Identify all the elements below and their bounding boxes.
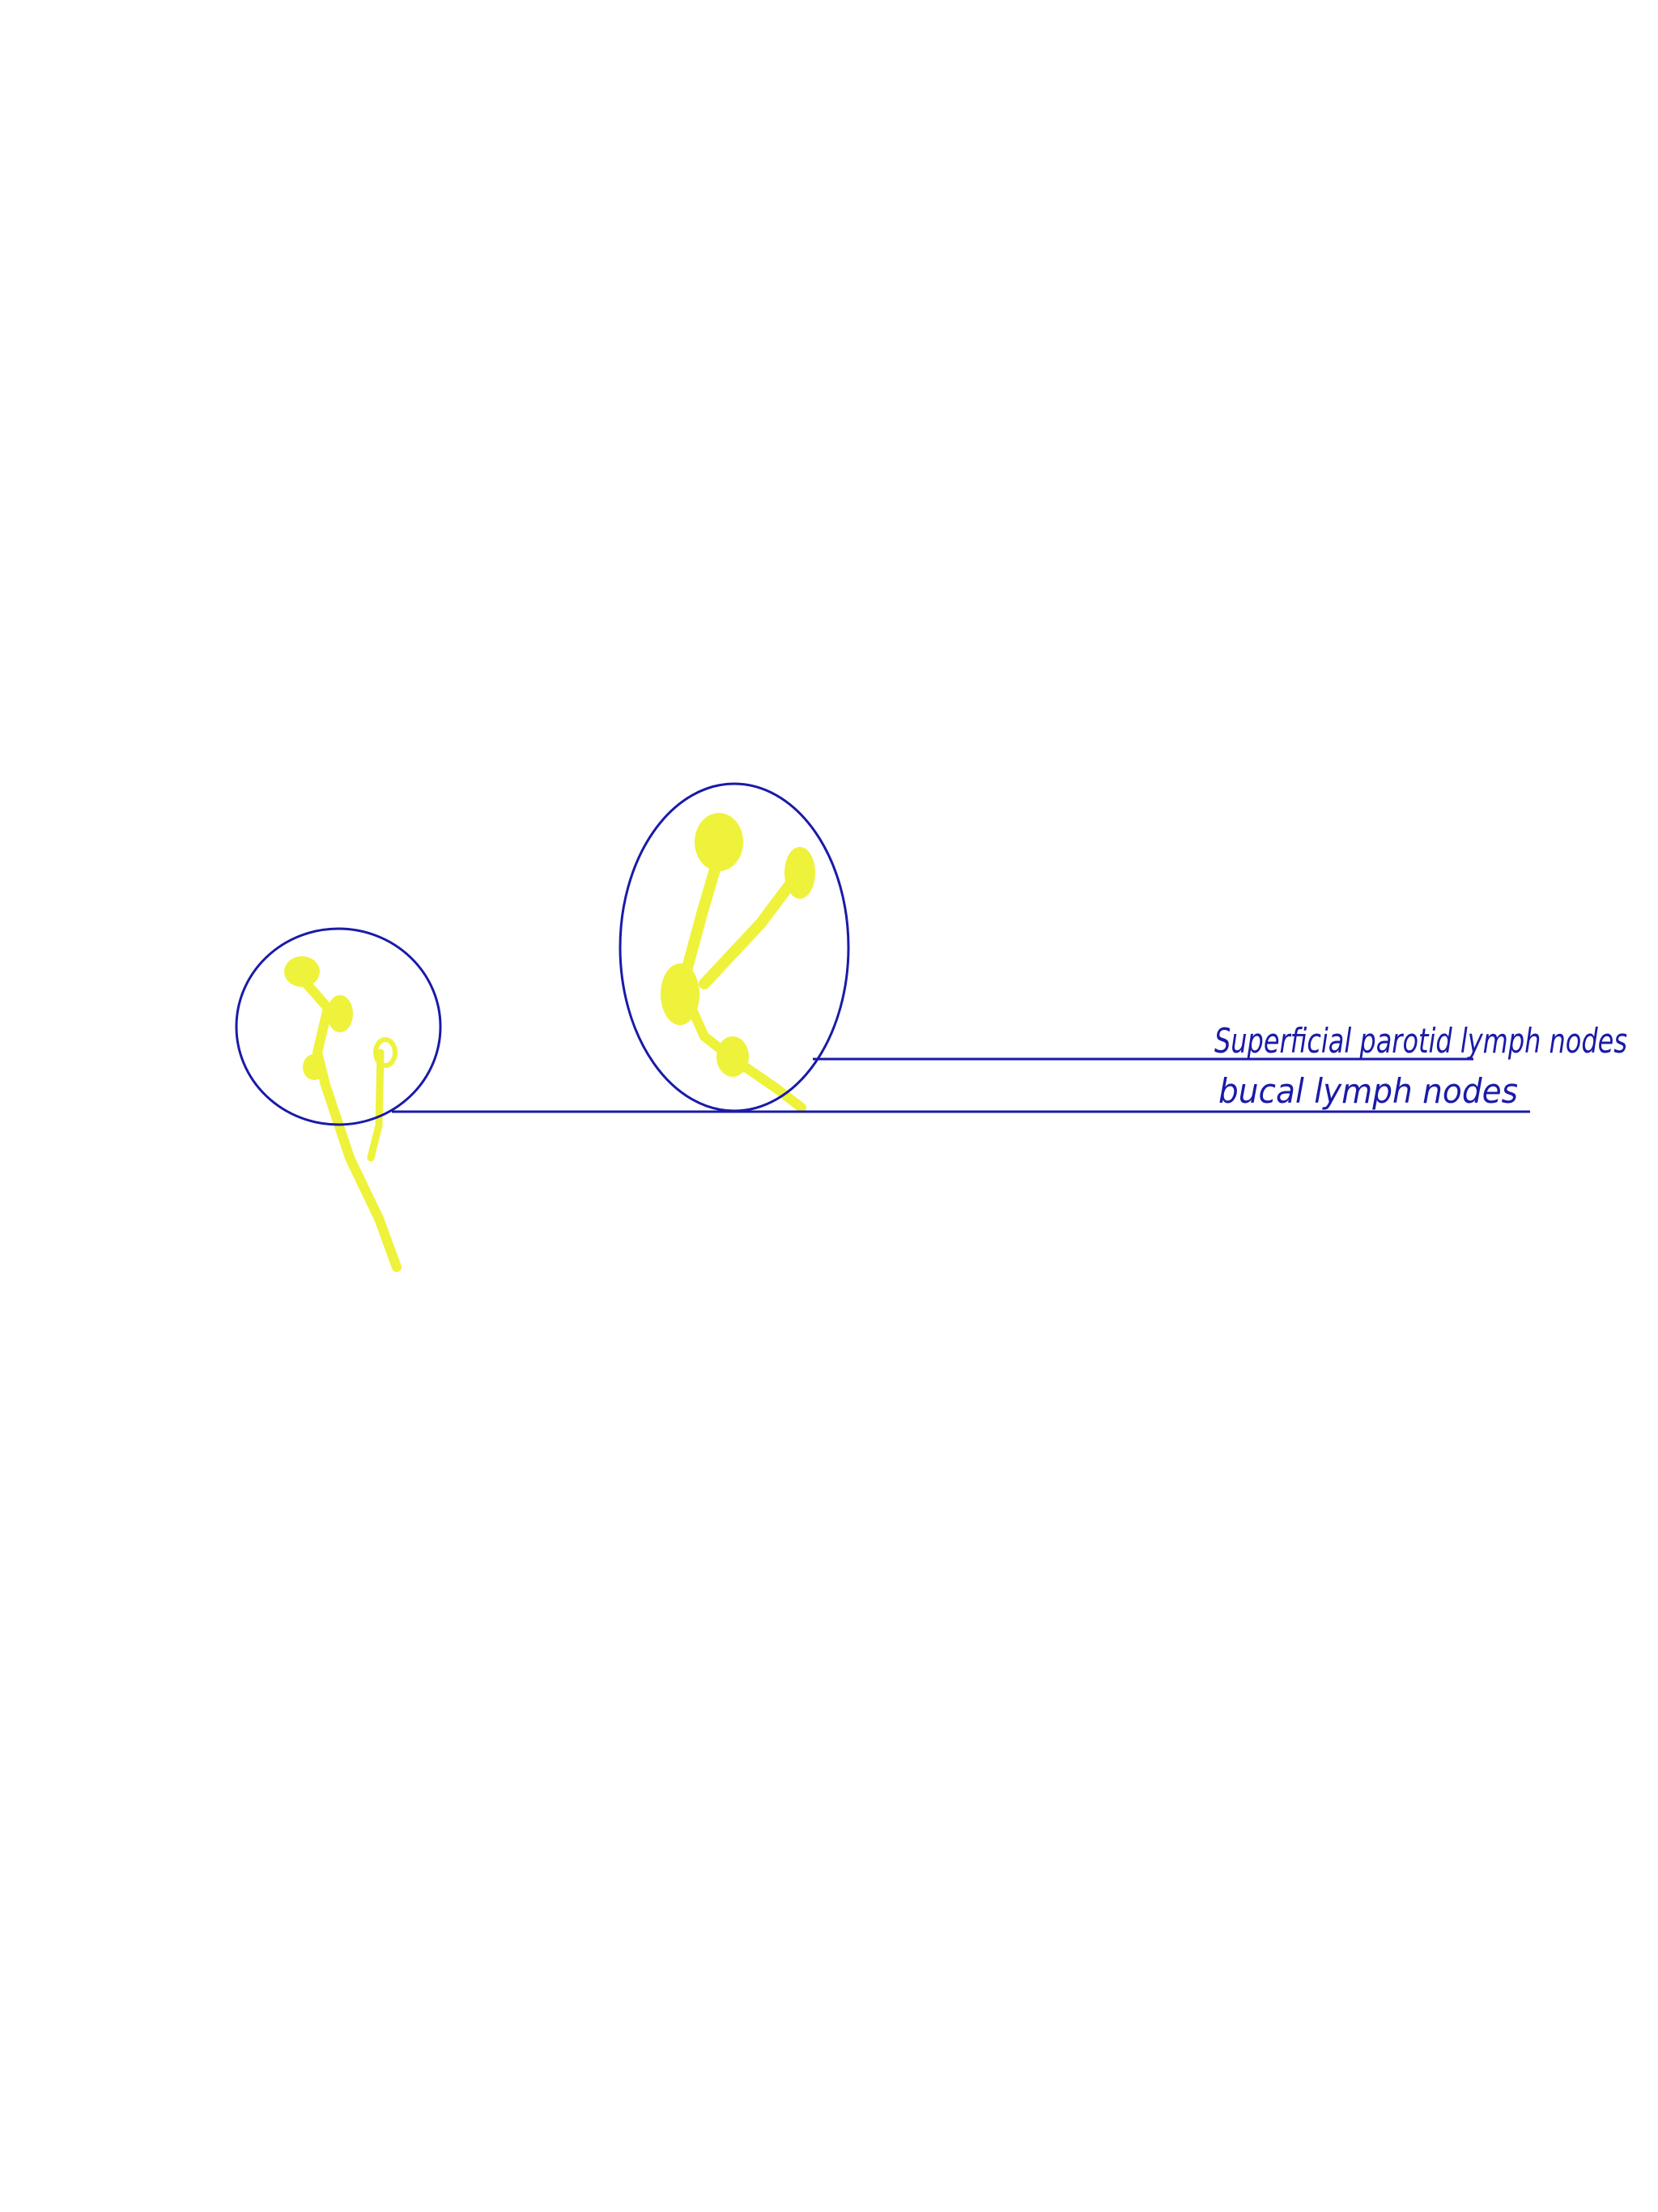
parotid-node [784, 847, 815, 899]
buccal-outline [235, 927, 442, 1126]
buccal-node [303, 1054, 325, 1080]
buccal-vessel-branch [367, 1049, 385, 1162]
buccal-node [284, 956, 320, 987]
buccal-node [373, 1037, 397, 1068]
parotid-node [716, 1036, 749, 1077]
label-superficial-parotid: Superficial parotid lymph nodes [1214, 1021, 1627, 1061]
parotid-vessel [699, 869, 803, 989]
buccal-node [327, 995, 353, 1032]
parotid-node [661, 963, 699, 1025]
label-buccal: bucal lymph nodes [1218, 1071, 1518, 1111]
parotid-node-cluster [619, 782, 850, 1112]
buccal-node-cluster [235, 927, 442, 1272]
parotid-node [695, 813, 743, 871]
